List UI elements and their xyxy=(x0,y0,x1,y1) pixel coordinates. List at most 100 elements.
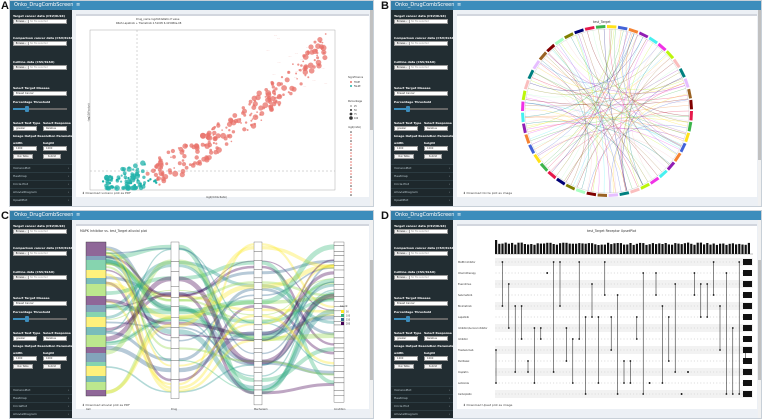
menu-alluvial[interactable]: AlluvialDiagram ‹ xyxy=(10,188,72,196)
scrollbar[interactable] xyxy=(758,10,761,206)
target-disease-select[interactable]: Breast Cancer xyxy=(394,91,448,96)
menu-volcano[interactable]: VolcanoPlot ‹ xyxy=(10,164,72,172)
browse-button[interactable]: Browse... xyxy=(395,230,410,233)
browse-button[interactable]: Browse... xyxy=(14,252,29,255)
percentage-slider[interactable] xyxy=(13,106,67,112)
data-point xyxy=(122,186,125,190)
menu-volcano[interactable]: VolcanoPlot ‹ xyxy=(10,386,72,394)
browse-button[interactable]: Browse... xyxy=(395,66,410,69)
hamburger-icon[interactable]: ≡ xyxy=(76,2,81,8)
menu-heatmap[interactable]: Heatmap ‹ xyxy=(391,394,453,402)
run-table-button[interactable]: Run Table xyxy=(13,364,33,369)
height-input[interactable]: 1000 xyxy=(43,356,67,361)
menu-circle[interactable]: Circle Plot ‹ xyxy=(10,180,72,188)
matrix-dot-active xyxy=(699,316,702,318)
comparison-file-input[interactable]: Browse... No file selected xyxy=(13,251,67,256)
submit-button[interactable]: Submit xyxy=(424,154,442,159)
scrollbar[interactable] xyxy=(370,10,373,206)
menu-heatmap[interactable]: Heatmap ‹ xyxy=(391,172,453,180)
scrollbar[interactable] xyxy=(758,220,761,418)
slider-handle[interactable] xyxy=(25,316,29,322)
slider-handle[interactable] xyxy=(406,316,410,322)
download-upset-link[interactable]: ⬇ Download Upset plot as image xyxy=(463,403,513,407)
hamburger-icon[interactable]: ≡ xyxy=(76,212,81,218)
submit-button[interactable]: Submit xyxy=(424,364,442,369)
menu-volcano[interactable]: VolcanoPlot ‹ xyxy=(391,386,453,394)
target-file-input[interactable]: Browse... No file selected xyxy=(394,229,448,234)
matrix-dot xyxy=(617,283,619,285)
comparison-file-input[interactable]: Browse... No file selected xyxy=(394,41,448,46)
width-input[interactable]: 1200 xyxy=(13,356,37,361)
menu-upset[interactable]: UpsetPlot ‹ xyxy=(10,196,72,204)
cellline-file-input[interactable]: Browse... No file selected xyxy=(13,275,67,280)
browse-button[interactable]: Browse... xyxy=(395,252,410,255)
comparison-file-input[interactable]: Browse... No file selected xyxy=(394,251,448,256)
cellline-file-input[interactable]: Browse... No file selected xyxy=(13,65,67,70)
comparison-file-input[interactable]: Browse... No file selected xyxy=(13,41,67,46)
target-file-input[interactable]: Browse... No file selected xyxy=(13,229,67,234)
submit-button[interactable]: Submit xyxy=(43,364,61,369)
response-select[interactable]: Relative xyxy=(43,126,67,131)
browse-button[interactable]: Browse... xyxy=(14,276,29,279)
menu-heatmap[interactable]: Heatmap ‹ xyxy=(10,172,72,180)
width-input[interactable]: 1200 xyxy=(394,356,418,361)
menu-upset[interactable]: UpsetPlot ‹ xyxy=(391,196,453,204)
test-type-select[interactable]: greater xyxy=(13,336,37,341)
menu-alluvial[interactable]: AlluvialDiagram ‹ xyxy=(391,188,453,196)
response-select[interactable]: Relative xyxy=(424,126,448,131)
target-disease-select[interactable]: Breast Cancer xyxy=(13,91,67,96)
response-select[interactable]: Relative xyxy=(43,336,67,341)
run-table-button[interactable]: Run Table xyxy=(394,154,414,159)
submit-button[interactable]: Submit xyxy=(43,154,61,159)
height-input[interactable]: 1000 xyxy=(43,146,67,151)
width-input[interactable]: 1200 xyxy=(394,146,418,151)
menu-circle[interactable]: Circle Plot ‹ xyxy=(391,180,453,188)
height-input[interactable]: 1000 xyxy=(424,146,448,151)
cellline-file-input[interactable]: Browse... No file selected xyxy=(394,275,448,280)
menu-alluvial[interactable]: AlluvialDiagram ‹ xyxy=(10,410,72,418)
percentage-slider[interactable] xyxy=(13,316,67,322)
run-table-button[interactable]: Run Table xyxy=(13,154,33,159)
menu-alluvial[interactable]: AlluvialDiagram ‹ xyxy=(391,410,453,418)
slider-handle[interactable] xyxy=(406,106,410,112)
hamburger-icon[interactable]: ≡ xyxy=(457,2,462,8)
menu-circle[interactable]: CirclePlot ‹ xyxy=(10,402,72,410)
test-type-select[interactable]: greater xyxy=(394,336,418,341)
target-file-input[interactable]: Browse... No file selected xyxy=(13,19,67,24)
scrollbar[interactable] xyxy=(370,220,373,418)
percentage-slider[interactable] xyxy=(394,106,448,112)
run-table-button[interactable]: Run Table xyxy=(394,364,414,369)
response-select[interactable]: Relative xyxy=(424,336,448,341)
flow xyxy=(261,278,335,316)
height-input[interactable]: 1000 xyxy=(424,356,448,361)
browse-button[interactable]: Browse... xyxy=(395,276,410,279)
browse-button[interactable]: Browse... xyxy=(14,42,29,45)
percentage-slider[interactable] xyxy=(394,316,448,322)
set-label: Carboplatin xyxy=(458,393,472,396)
browse-button[interactable]: Browse... xyxy=(14,20,29,23)
target-disease-select[interactable]: Breast Cancer xyxy=(394,301,448,306)
hamburger-icon[interactable]: ≡ xyxy=(457,212,462,218)
download-alluvial-link[interactable]: ⬇ Download alluvial plot as PDF xyxy=(82,403,130,407)
matrix-dot xyxy=(597,305,599,307)
test-type-select[interactable]: greater xyxy=(394,126,418,131)
slider-handle[interactable] xyxy=(25,106,29,112)
width-input[interactable]: 1200 xyxy=(13,146,37,151)
cellline-file-input[interactable]: Browse... No file selected xyxy=(394,65,448,70)
matrix-dot xyxy=(556,272,558,274)
chord xyxy=(537,133,674,160)
browse-button[interactable]: Browse... xyxy=(14,66,29,69)
browse-button[interactable]: Browse... xyxy=(14,230,29,233)
download-circle-link[interactable]: ⬇ Download Circle plot as image xyxy=(463,191,513,195)
download-volcano-link[interactable]: ⬇ Download volcano plot as PDF xyxy=(82,191,131,195)
target-file-input[interactable]: Browse... No file selected xyxy=(394,19,448,24)
menu-volcano[interactable]: VolcanoPlot ‹ xyxy=(391,164,453,172)
menu-heatmap[interactable]: Heatmap ‹ xyxy=(10,394,72,402)
browse-button[interactable]: Browse... xyxy=(395,42,410,45)
menu-circle[interactable]: Circle Plot ‹ xyxy=(391,402,453,410)
target-disease-select[interactable]: Breast Cancer xyxy=(13,301,67,306)
data-point xyxy=(221,129,223,131)
matrix-dot xyxy=(540,349,542,351)
browse-button[interactable]: Browse... xyxy=(395,20,410,23)
test-type-select[interactable]: greater xyxy=(13,126,37,131)
